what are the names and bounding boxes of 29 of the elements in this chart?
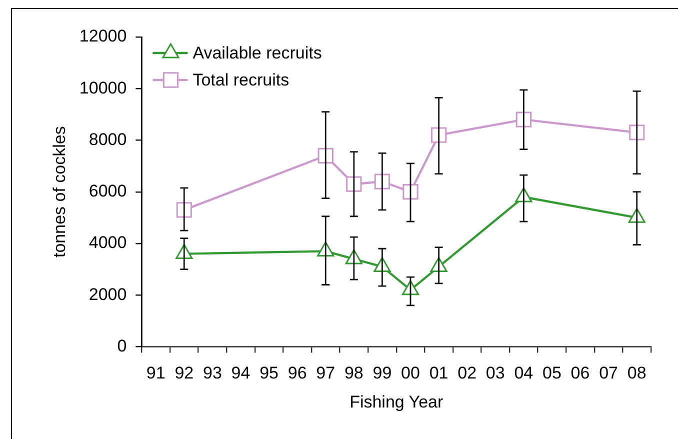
- x-tick-label: 94: [231, 364, 250, 383]
- x-tick-label: 07: [599, 364, 618, 383]
- x-axis-title: Fishing Year: [350, 392, 444, 412]
- x-tick-label: 92: [174, 364, 194, 383]
- y-tick-label: 12000: [79, 26, 127, 46]
- x-tick-label: 97: [316, 364, 336, 383]
- x-tick-label: 99: [372, 364, 392, 383]
- y-tick-label: 6000: [88, 182, 127, 201]
- x-tick-label: 05: [542, 364, 562, 383]
- x-tick-label: 95: [260, 364, 278, 383]
- x-tick-label: 96: [288, 364, 307, 383]
- x-tick-label: 02: [458, 364, 477, 383]
- y-tick-label: 0: [117, 336, 127, 356]
- x-tick-label: 04: [514, 364, 534, 383]
- x-tick-label: 93: [202, 364, 222, 383]
- y-tick-label: 10000: [79, 78, 127, 98]
- x-tick-label: 08: [627, 364, 646, 383]
- legend-label: Available recruits: [192, 44, 322, 63]
- y-tick-label: 4000: [88, 233, 127, 252]
- x-tick-label: 91: [146, 364, 166, 383]
- x-tick-label: 01: [429, 364, 448, 383]
- x-tick-label: 00: [401, 364, 420, 383]
- y-tick-label: 2000: [88, 284, 127, 304]
- y-tick-label: 8000: [88, 130, 127, 149]
- x-tick-label: 98: [344, 364, 364, 383]
- x-tick-label: 03: [486, 364, 505, 383]
- x-tick-label: 06: [570, 364, 590, 383]
- legend-label: Total recruits: [192, 70, 290, 90]
- y-axis-title: tonnes of cockles: [50, 126, 69, 258]
